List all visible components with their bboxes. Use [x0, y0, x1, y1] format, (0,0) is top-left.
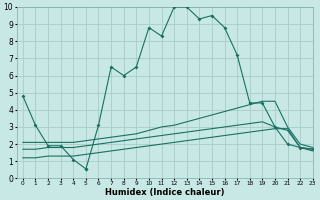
X-axis label: Humidex (Indice chaleur): Humidex (Indice chaleur): [105, 188, 224, 197]
